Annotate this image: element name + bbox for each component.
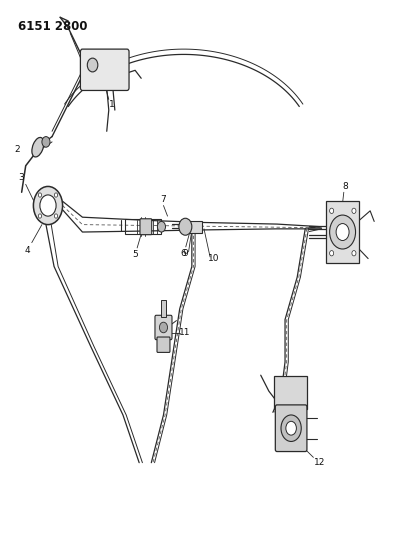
FancyBboxPatch shape	[140, 219, 152, 235]
Circle shape	[54, 193, 58, 197]
Circle shape	[352, 251, 356, 256]
Circle shape	[40, 195, 56, 216]
FancyBboxPatch shape	[274, 376, 306, 409]
Circle shape	[42, 136, 50, 147]
FancyBboxPatch shape	[155, 316, 172, 340]
Text: 3: 3	[19, 173, 24, 182]
Text: 11: 11	[179, 328, 190, 337]
Text: 4: 4	[25, 246, 31, 255]
Circle shape	[330, 251, 334, 256]
Ellipse shape	[32, 138, 44, 157]
Text: 10: 10	[208, 254, 220, 263]
Circle shape	[38, 193, 42, 197]
Circle shape	[38, 214, 42, 218]
Circle shape	[87, 58, 98, 72]
Circle shape	[330, 215, 355, 249]
Circle shape	[330, 208, 334, 214]
Text: 6151 2800: 6151 2800	[18, 20, 87, 33]
Circle shape	[157, 221, 166, 232]
Text: 12: 12	[314, 458, 325, 467]
Circle shape	[336, 223, 349, 240]
FancyBboxPatch shape	[161, 301, 166, 317]
Circle shape	[54, 214, 58, 218]
Text: 6: 6	[181, 249, 186, 258]
Circle shape	[281, 415, 301, 441]
Text: 5: 5	[132, 250, 138, 259]
Circle shape	[179, 218, 192, 235]
Text: 1: 1	[109, 100, 115, 109]
Circle shape	[352, 208, 356, 214]
Text: 7: 7	[161, 195, 166, 204]
Text: 8: 8	[342, 182, 348, 191]
Text: 9: 9	[182, 249, 188, 258]
Circle shape	[160, 322, 168, 333]
FancyBboxPatch shape	[157, 337, 170, 352]
FancyBboxPatch shape	[189, 221, 202, 232]
FancyBboxPatch shape	[275, 405, 307, 451]
Circle shape	[286, 421, 296, 435]
FancyBboxPatch shape	[326, 201, 359, 263]
Text: 2: 2	[14, 146, 20, 155]
FancyBboxPatch shape	[80, 49, 129, 91]
Circle shape	[33, 187, 62, 224]
